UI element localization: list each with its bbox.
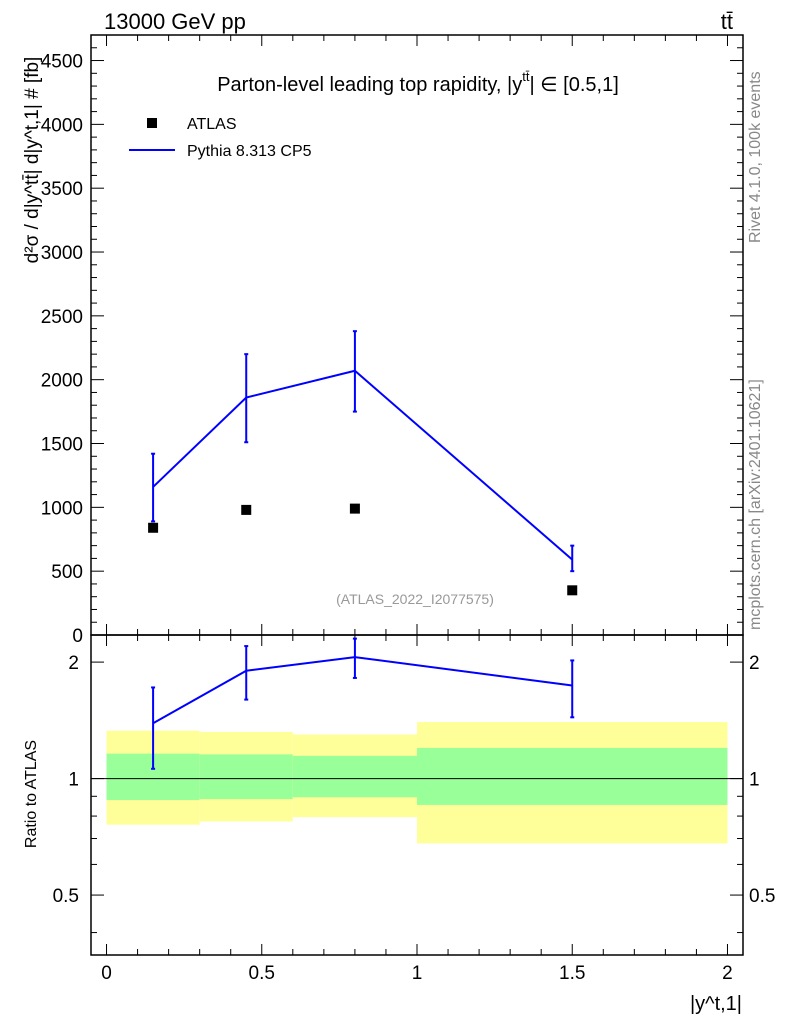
y-tick-label: 4000 bbox=[41, 115, 83, 136]
y-tick-label: 3500 bbox=[41, 179, 83, 200]
legend-pythia-label: Pythia 8.313 CP5 bbox=[187, 143, 312, 160]
pythia-line bbox=[152, 369, 573, 561]
x-tick-label: 1 bbox=[412, 963, 423, 984]
legend: ATLAS Pythia 8.313 CP5 bbox=[129, 116, 312, 160]
rivet-version-label: Rivet 4.1.0, 100k events bbox=[747, 71, 764, 243]
process-label: tt̄ bbox=[721, 9, 733, 34]
ratio-axes: 0 0.5 1 1.5 2 0.5 0.5 1 1 2 2 bbox=[53, 634, 775, 984]
band-green-1 bbox=[199, 754, 293, 800]
x-axis-label: |y^t,1| bbox=[690, 993, 742, 1015]
ratio-line bbox=[152, 656, 573, 725]
ratio-ylabel: Ratio to ATLAS bbox=[23, 740, 40, 848]
ratio-data bbox=[151, 637, 575, 770]
main-axes: 0 500 1000 1500 2000 2500 3000 3500 4000 4500 bbox=[41, 34, 744, 647]
ratio-y-tick-label-right: 2 bbox=[749, 653, 760, 674]
y-tick-label: 500 bbox=[51, 562, 83, 583]
ratio-y-tick-label: 2 bbox=[68, 653, 79, 674]
y-tick-label: 3000 bbox=[41, 243, 83, 264]
atlas-point bbox=[567, 585, 578, 596]
atlas-point bbox=[241, 504, 252, 515]
main-data bbox=[148, 330, 578, 596]
main-ylabel: d²σ / d|y^tt̄| d|y^t,1| # [fb] bbox=[22, 57, 43, 264]
ratio-y-tick-label: 0.5 bbox=[53, 886, 79, 907]
atlas-point bbox=[349, 503, 360, 514]
x-tick-label: 1.5 bbox=[559, 963, 585, 984]
x-tick-label: 0.5 bbox=[249, 963, 275, 984]
title-main: Parton-level leading top rapidity, |y bbox=[217, 74, 522, 96]
legend-atlas-marker bbox=[147, 118, 157, 128]
ratio-y-tick-label-right: 1 bbox=[749, 770, 760, 791]
y-tick-label: 2500 bbox=[41, 307, 83, 328]
y-tick-label: 1000 bbox=[41, 498, 83, 519]
band-green-3 bbox=[417, 747, 728, 805]
chart-title: Parton-level leading top rapidity, |ytt̄… bbox=[217, 69, 619, 96]
main-panel: 0 500 1000 1500 2000 2500 3000 3500 4000 4500 Par… bbox=[22, 34, 744, 647]
y-tick-label: 1500 bbox=[41, 435, 83, 456]
title-tail: | ∈ [0.5,1] bbox=[529, 74, 618, 96]
band-green-2 bbox=[292, 755, 417, 798]
ratio-y-tick-label: 1 bbox=[68, 770, 79, 791]
analysis-watermark: (ATLAS_2022_I2077575) bbox=[336, 591, 494, 607]
ratio-panel: 0 0.5 1 1.5 2 0.5 0.5 1 1 2 2 Ratio to ATLAS bbox=[23, 634, 775, 984]
y-tick-label: 0 bbox=[72, 626, 83, 647]
title-superscript: tt̄ bbox=[522, 69, 530, 84]
energy-label: 13000 GeV pp bbox=[104, 9, 246, 34]
y-tick-label: 2000 bbox=[41, 371, 83, 392]
atlas-point bbox=[148, 522, 159, 533]
x-tick-label: 0 bbox=[101, 963, 112, 984]
x-tick-label: 2 bbox=[722, 963, 733, 984]
legend-atlas-label: ATLAS bbox=[187, 116, 237, 133]
mcplots-label: mcplots.cern.ch [arXiv:2401.10621] bbox=[747, 379, 764, 630]
ratio-bands bbox=[106, 722, 728, 844]
y-tick-label: 4500 bbox=[41, 52, 83, 73]
ratio-y-tick-label-right: 0.5 bbox=[749, 886, 775, 907]
